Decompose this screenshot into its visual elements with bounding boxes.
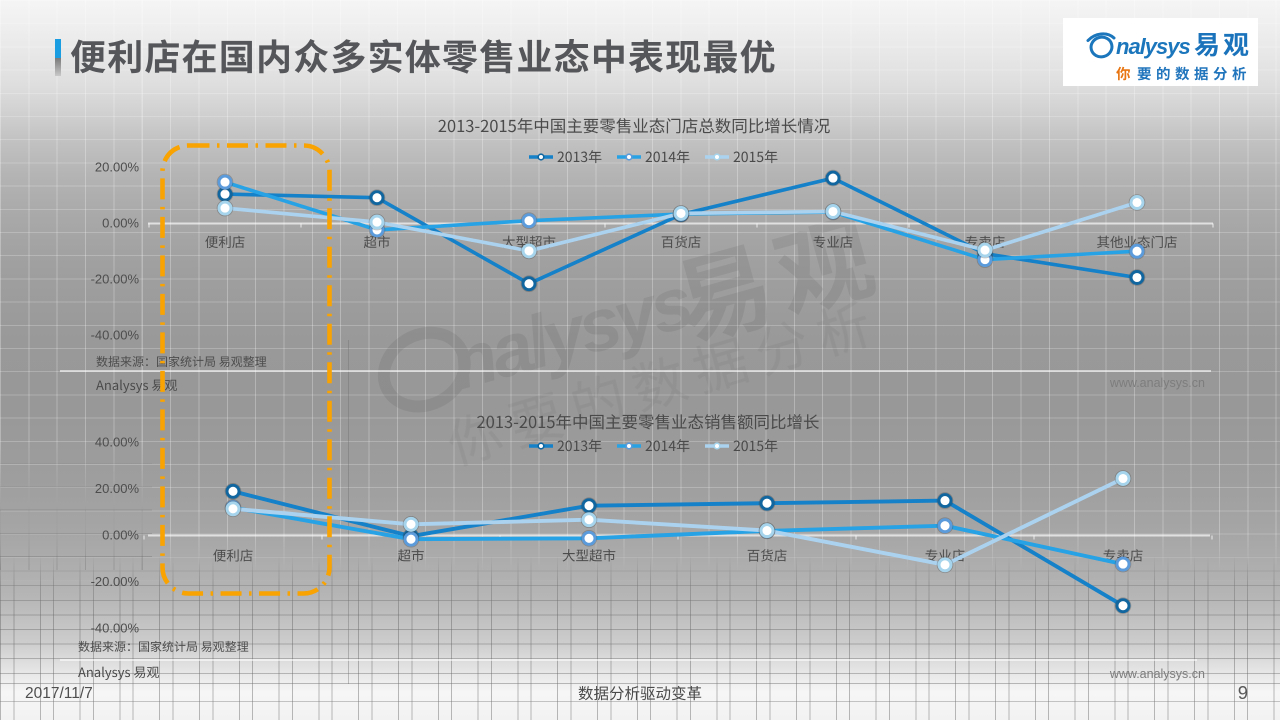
svg-text:0.00%: 0.00% bbox=[102, 216, 139, 231]
svg-text:nalysys: nalysys bbox=[1116, 34, 1190, 59]
svg-text:www.analysys.cn: www.analysys.cn bbox=[1109, 376, 1205, 390]
svg-text:-40.00%: -40.00% bbox=[91, 621, 140, 636]
svg-text:www.analysys.cn: www.analysys.cn bbox=[1109, 667, 1205, 681]
svg-text:9: 9 bbox=[1238, 682, 1248, 703]
svg-text:40.00%: 40.00% bbox=[95, 435, 140, 450]
svg-text:-40.00%: -40.00% bbox=[91, 328, 140, 343]
svg-text:-20.00%: -20.00% bbox=[91, 574, 140, 589]
svg-text:0.00%: 0.00% bbox=[102, 528, 139, 543]
svg-text:-20.00%: -20.00% bbox=[91, 272, 140, 287]
svg-text:20.00%: 20.00% bbox=[95, 481, 140, 496]
svg-text:20.00%: 20.00% bbox=[95, 160, 140, 175]
svg-text:2017/11/7: 2017/11/7 bbox=[25, 685, 93, 702]
